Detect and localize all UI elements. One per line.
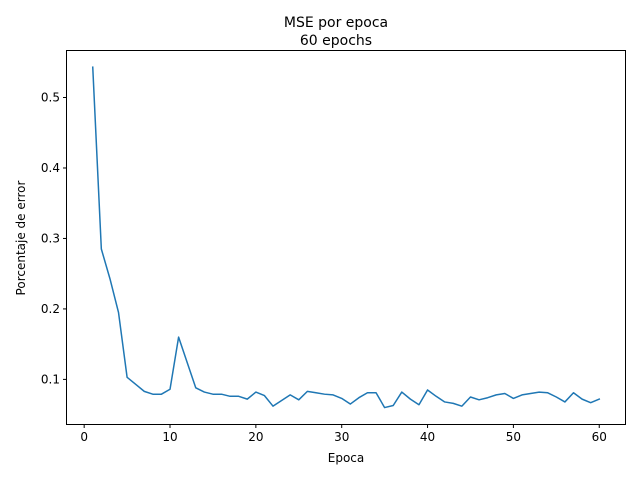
x-tick-label: 0	[80, 430, 88, 444]
x-axis-ticks: 0 10 20 30 40 50 60	[80, 424, 607, 444]
y-axis-ticks: 0.1 0.2 0.3 0.4 0.5	[41, 91, 67, 386]
chart-subtitle: 60 epochs	[300, 33, 372, 49]
mse-series-line	[91, 66, 601, 409]
x-tick-label: 40	[420, 430, 435, 444]
y-tick-label: 0.3	[41, 231, 60, 245]
y-tick-label: 0.5	[41, 91, 60, 105]
y-tick-label: 0.1	[41, 372, 60, 386]
y-tick-label: 0.2	[41, 302, 60, 316]
y-tick-label: 0.4	[41, 161, 60, 175]
x-axis-label: Epoca	[328, 451, 365, 465]
x-tick-label: 10	[162, 430, 177, 444]
x-tick-label: 20	[248, 430, 263, 444]
x-tick-label: 60	[592, 430, 607, 444]
chart-title: MSE por epoca	[284, 15, 388, 31]
plot-area-frame	[66, 50, 626, 425]
y-axis-label: Porcentaje de error	[14, 181, 28, 296]
x-tick-label: 30	[334, 430, 349, 444]
x-tick-label: 50	[506, 430, 521, 444]
